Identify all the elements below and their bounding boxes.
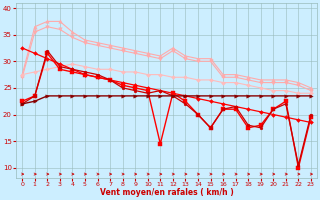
X-axis label: Vent moyen/en rafales ( km/h ): Vent moyen/en rafales ( km/h ) (100, 188, 234, 197)
